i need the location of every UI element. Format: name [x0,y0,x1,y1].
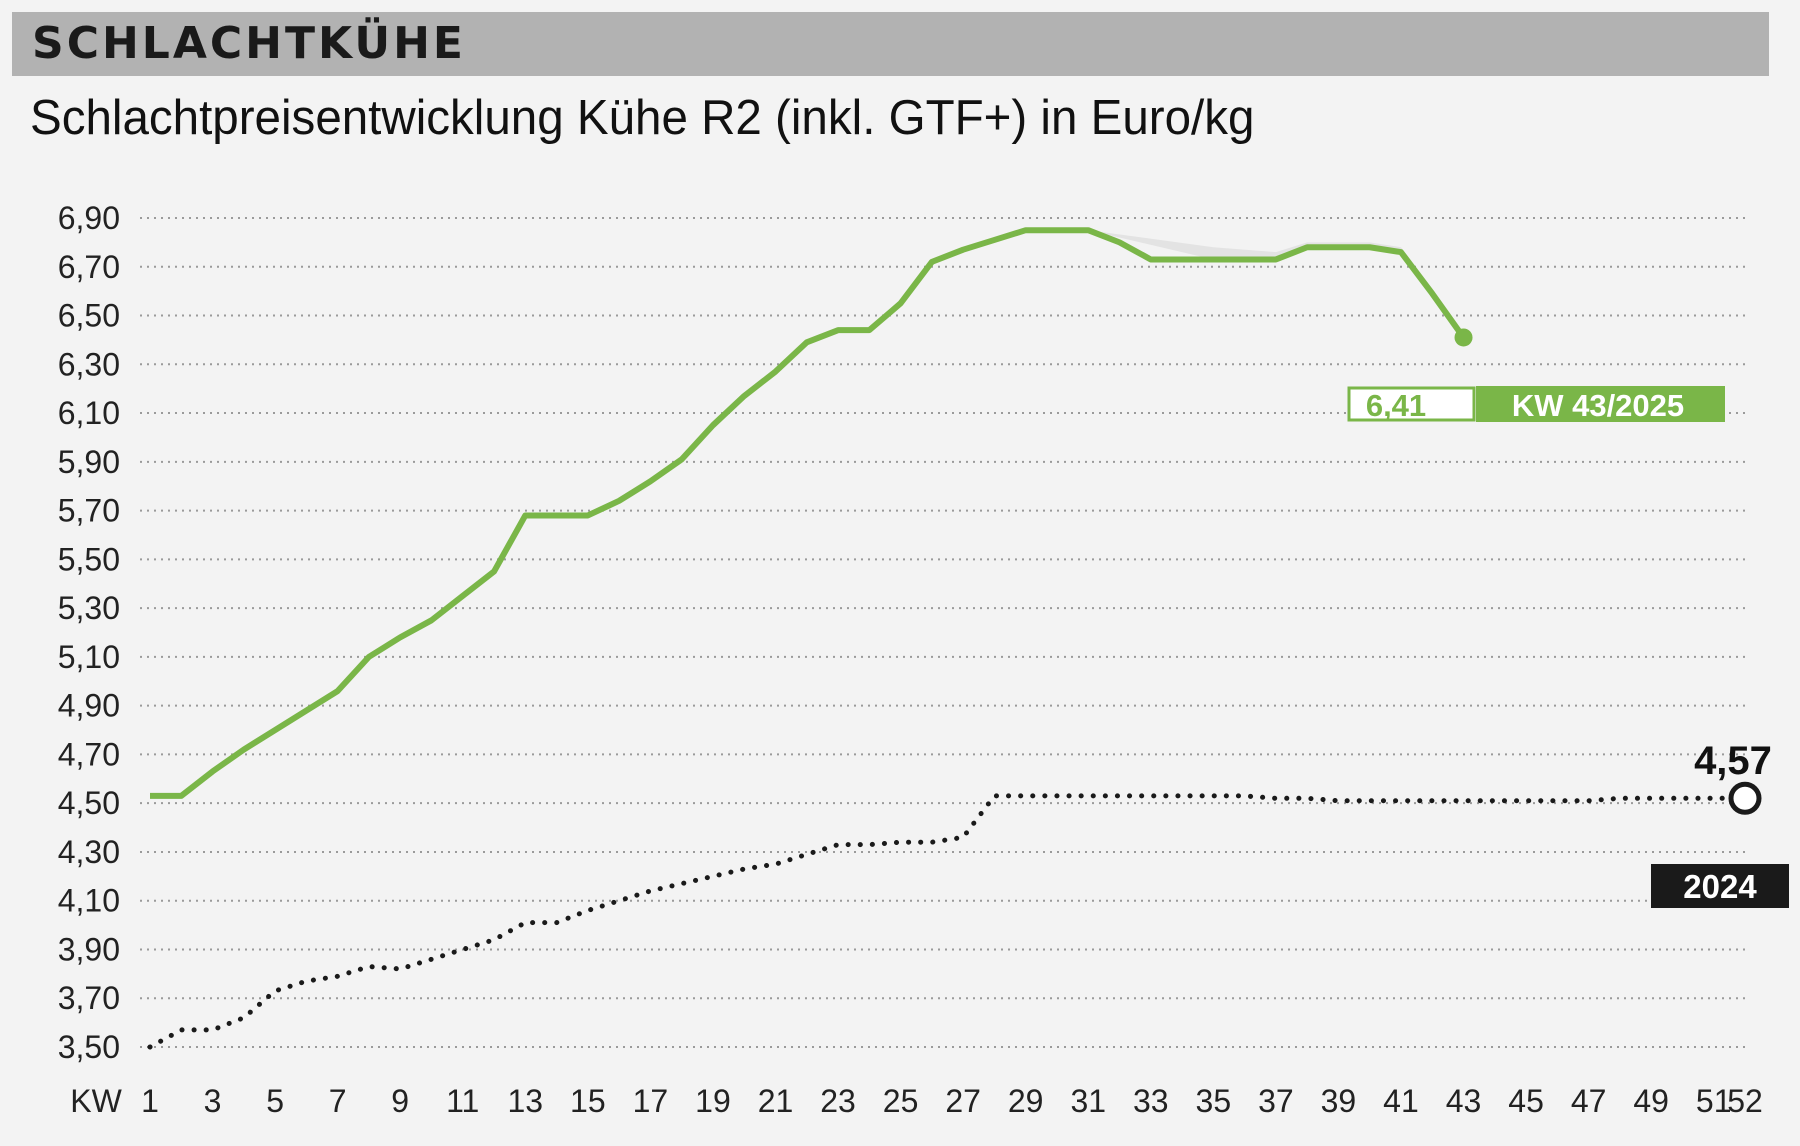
y-tick-label: 6,70 [58,249,120,285]
x-tick-label: 7 [329,1083,347,1119]
y-tick-label: 3,90 [58,931,120,967]
series-line-2024 [147,793,1748,1050]
x-tick-label: 51 [1696,1083,1732,1119]
series-end-point-2024 [1728,781,1762,815]
y-tick-label: 6,90 [58,200,120,236]
x-axis-ticks: KW 1 3 5 7 9 11 13 15 17 19 21 23 25 27 29 31 33 35 37 39 41 4… [70,1083,1763,1119]
value-label-2025: 6,41 [1366,388,1426,423]
y-tick-label: 6,30 [58,346,120,382]
x-tick-label: 3 [204,1083,222,1119]
x-tick-label: 41 [1383,1083,1419,1119]
x-tick-label: 43 [1446,1083,1482,1119]
x-tick-label: 21 [758,1083,794,1119]
y-tick-label: 5,50 [58,541,120,577]
x-tick-label: 25 [883,1083,919,1119]
value-box-2025 [1347,386,1476,422]
x-tick-label: 45 [1508,1083,1544,1119]
y-tick-label: 4,50 [58,785,120,821]
x-tick-label: 39 [1321,1083,1357,1119]
y-tick-label: 3,70 [58,980,120,1016]
legend-label-2024: 2024 [1683,868,1757,905]
header-bar: SCHLACHTKÜHE [12,12,1769,76]
x-tick-label: 29 [1008,1083,1044,1119]
x-tick-label: 27 [945,1083,981,1119]
y-tick-label: 5,90 [58,444,120,480]
x-tick-label: 23 [820,1083,856,1119]
period-label-2025: KW 43/2025 [1512,388,1684,423]
chart-section-label: SCHLACHTKÜHE [32,18,466,69]
y-tick-label: 4,30 [58,834,120,870]
y-tick-label: 4,10 [58,883,120,919]
y-tick-label: 3,50 [58,1029,120,1065]
grid-lines [140,217,1750,1048]
x-tick-label: 5 [266,1083,284,1119]
y-tick-label: 4,90 [58,688,120,724]
y-tick-label: 5,10 [58,639,120,675]
x-axis-label: KW [70,1083,122,1119]
series-end-point-2025 [1454,328,1473,347]
value-label-2024: 4,57 [1694,739,1772,783]
annotations: 6,41 KW 43/2025 4,57 2024 [1347,386,1789,908]
period-badge-2025 [1476,386,1725,422]
x-tick-label: 37 [1258,1083,1294,1119]
y-axis-ticks: 6,90 6,70 6,50 6,30 6,10 5,90 5,70 5,50 5,30 5,10… [58,200,120,1065]
series-group [147,227,1762,1050]
y-tick-label: 5,70 [58,493,120,529]
x-tick-label: 52 [1727,1083,1763,1119]
x-tick-label: 1 [141,1083,159,1119]
x-tick-label: 9 [391,1083,409,1119]
x-tick-label: 35 [1196,1083,1232,1119]
x-tick-label: 11 [446,1083,479,1119]
series-line-2025 [150,227,1466,799]
x-tick-label: 31 [1070,1083,1106,1119]
x-tick-label: 19 [695,1083,731,1119]
x-tick-label: 47 [1571,1083,1607,1119]
x-tick-label: 13 [507,1083,543,1119]
y-tick-label: 6,50 [58,298,120,334]
x-tick-label: 17 [633,1083,669,1119]
chart-title: Schlachtpreisentwicklung Kühe R2 (inkl. … [30,91,1255,145]
y-tick-label: 4,70 [58,736,120,772]
x-tick-label: 33 [1133,1083,1169,1119]
y-tick-label: 6,10 [58,395,120,431]
range-band [1088,230,1464,338]
x-tick-label: 15 [570,1083,606,1119]
legend-badge-2024 [1651,864,1789,908]
y-tick-label: 5,30 [58,590,120,626]
x-tick-label: 49 [1633,1083,1669,1119]
